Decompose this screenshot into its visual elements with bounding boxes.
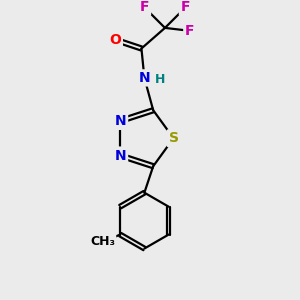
Text: O: O <box>109 33 121 47</box>
Text: S: S <box>169 131 178 145</box>
Text: F: F <box>185 24 195 38</box>
Text: N: N <box>115 148 126 163</box>
Text: F: F <box>140 0 149 14</box>
Text: N: N <box>115 114 126 128</box>
Text: CH₃: CH₃ <box>90 236 115 248</box>
Text: H: H <box>154 73 165 86</box>
Text: F: F <box>181 0 190 14</box>
Text: N: N <box>139 71 150 85</box>
